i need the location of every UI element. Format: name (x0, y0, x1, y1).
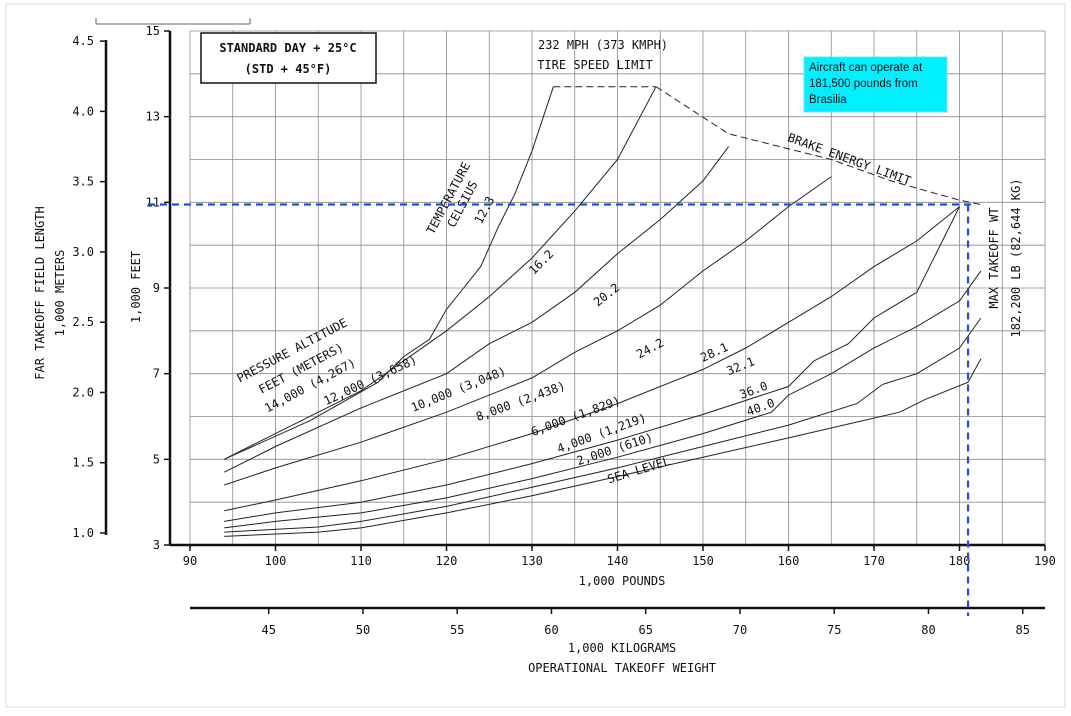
y-feet-tick-label: 11 (146, 195, 160, 209)
axes: 90 100 110 120 130 140 150 160 170 180 190 3 5 7 9 11 13… (72, 24, 1056, 637)
y-axis-meters-label-2: 1,000 METERS (53, 250, 67, 337)
annotation-line-3: Brasilia (809, 94, 847, 106)
annotation-box: Aircraft can operate at 181,500 pounds f… (803, 56, 948, 113)
x-tick-label: 120 (436, 554, 458, 568)
x-tick-label: 130 (521, 554, 543, 568)
y-meters-tick-label: 3.0 (72, 245, 94, 259)
x-tick-label: 160 (778, 554, 800, 568)
x-tick-label: 90 (183, 554, 197, 568)
max-takeoff-label-2: 182,200 LB (82,644 KG) (1009, 179, 1023, 338)
x2-tick-label: 75 (827, 623, 841, 637)
temperature-value-label: 24.2 (634, 336, 666, 362)
reference-lines (148, 203, 975, 616)
x-tick-label: 110 (350, 554, 372, 568)
y-meters-tick-label: 1.0 (72, 526, 94, 540)
temperature-value-label: 32.1 (724, 354, 756, 378)
series-line-8 (223, 86, 554, 460)
title-box: STANDARD DAY + 25°C (STD + 45°F) (200, 32, 377, 84)
x2-axis-label-2: OPERATIONAL TAKEOFF WEIGHT (528, 661, 716, 675)
y-meters-tick-label: 3.5 (72, 175, 94, 189)
altitude-label: 12,000 (3,658) (322, 353, 420, 408)
x-tick-label: 190 (1034, 554, 1056, 568)
x2-tick-label: 50 (356, 623, 370, 637)
x2-tick-label: 85 (1015, 623, 1029, 637)
x2-tick-label: 60 (544, 623, 558, 637)
y-feet-tick-label: 9 (153, 281, 160, 295)
grid (189, 30, 1046, 546)
brake-energy-limit-line (655, 86, 981, 205)
y-meters-tick-label: 2.0 (72, 385, 94, 399)
y-meters-tick-label: 4.5 (72, 34, 94, 48)
x-axis-label: 1,000 POUNDS (579, 574, 666, 588)
series-line-7 (223, 86, 657, 460)
series-line-6 (223, 146, 730, 473)
temperature-value-label: 12.3 (472, 194, 498, 226)
series-line-5 (224, 176, 832, 486)
y-feet-tick-label: 5 (153, 452, 160, 466)
y-feet-tick-label: 7 (153, 367, 160, 381)
x-tick-label: 140 (607, 554, 629, 568)
series-line-3 (224, 206, 960, 522)
annotation-line-1: Aircraft can operate at (809, 62, 923, 74)
y-feet-tick-label: 13 (146, 110, 160, 124)
x2-axis-label-1: 1,000 KILOGRAMS (568, 641, 676, 655)
series-line-2 (224, 270, 982, 529)
x2-tick-label: 80 (921, 623, 935, 637)
limit-lines (553, 86, 981, 205)
temperature-value-label: 16.2 (526, 247, 556, 277)
annotation-line-2: 181,500 pounds from (809, 78, 918, 90)
x-tick-label: 100 (265, 554, 287, 568)
y-meters-tick-label: 4.0 (72, 104, 94, 118)
y-axis-meters-label-1: FAR TAKEOFF FIELD LENGTH (33, 206, 47, 379)
figure-frame (5, 3, 1066, 708)
title-line-1: STANDARD DAY + 25°C (219, 41, 356, 55)
altitude-label: SEA LEVEL (606, 454, 672, 486)
x-tick-label: 180 (949, 554, 971, 568)
y-meters-tick-label: 2.5 (72, 315, 94, 329)
series-line-0 (224, 358, 982, 537)
title-line-2: (STD + 45°F) (245, 62, 332, 76)
tire-speed-label-2: TIRE SPEED LIMIT (537, 58, 653, 72)
y-meters-tick-label: 1.5 (72, 456, 94, 470)
x2-tick-label: 70 (733, 623, 747, 637)
x-tick-label: 150 (692, 554, 714, 568)
curves (223, 86, 982, 537)
x2-tick-label: 45 (262, 623, 276, 637)
x2-tick-label: 55 (450, 623, 464, 637)
x2-tick-label: 65 (638, 623, 652, 637)
max-takeoff-label-1: MAX TAKEOFF WT (987, 207, 1001, 308)
series-line-4 (224, 206, 960, 512)
series-line-1 (224, 317, 982, 533)
y-feet-tick-label: 15 (146, 24, 160, 38)
tire-speed-label-1: 232 MPH (373 KMPH) (538, 38, 668, 52)
x-tick-label: 170 (863, 554, 885, 568)
y-feet-tick-label: 3 (153, 538, 160, 552)
y-axis-feet-label: 1,000 FEET (129, 251, 143, 323)
